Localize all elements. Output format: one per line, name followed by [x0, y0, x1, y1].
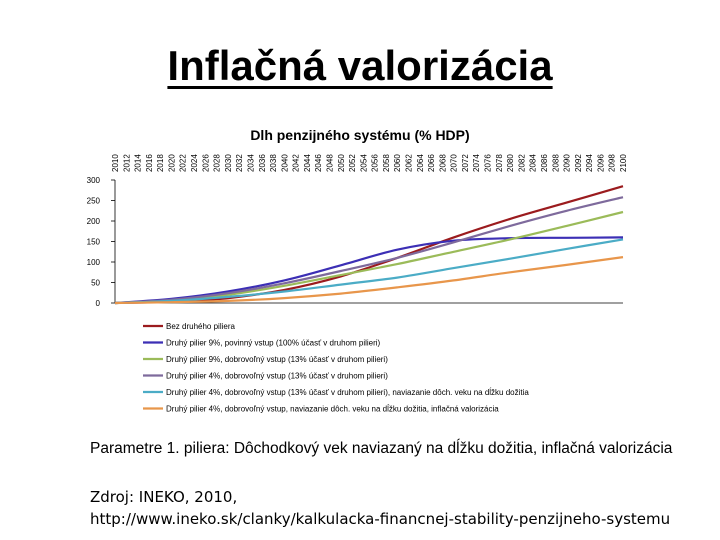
- x-tick-label: 2054: [359, 154, 368, 172]
- x-tick-label: 2080: [506, 154, 515, 172]
- series-line-1: [114, 185, 624, 305]
- x-tick-label: 2062: [405, 154, 414, 172]
- x-tick-label: 2066: [427, 154, 436, 172]
- x-tick-label: 2048: [325, 154, 334, 172]
- x-tick-label: 2064: [416, 154, 425, 172]
- x-tick-label: 2024: [190, 154, 199, 172]
- x-tick-label: 2022: [179, 154, 188, 172]
- x-tick-label: 2020: [167, 154, 176, 172]
- y-tick-label: 300: [87, 176, 101, 185]
- x-tick-label: 2042: [292, 154, 301, 172]
- x-tick-label: 2098: [608, 154, 617, 172]
- source-line: Zdroj: INEKO, 2010,: [90, 488, 238, 506]
- x-tick-label: 2038: [269, 154, 278, 172]
- x-tick-label: 2030: [224, 154, 233, 172]
- x-tick-label: 2010: [111, 154, 120, 172]
- x-tick-label: 2076: [484, 154, 493, 172]
- parameters-note: Parametre 1. piliera: Dôchodkový vek nav…: [90, 440, 673, 457]
- y-tick-label: 250: [87, 197, 101, 206]
- x-tick-label: 2084: [529, 154, 538, 172]
- series-line-2: [114, 236, 624, 305]
- y-tick-label: 100: [87, 258, 101, 267]
- x-tick-label: 2046: [314, 154, 323, 172]
- x-tick-label: 2016: [145, 154, 154, 172]
- slide-title: Inflačná valorizácia: [167, 42, 553, 89]
- x-tick-label: 2056: [371, 154, 380, 172]
- legend-label: Druhý pilier 9%, povinný vstup (100% úča…: [166, 339, 381, 348]
- x-tick-label: 2086: [540, 154, 549, 172]
- series-line-5: [114, 238, 624, 305]
- y-tick-label: 150: [87, 238, 101, 247]
- x-tick-label: 2040: [280, 154, 289, 172]
- legend-label: Bez druhého piliera: [166, 322, 235, 331]
- x-tick-label: 2072: [461, 154, 470, 172]
- y-tick-label: 200: [87, 217, 101, 226]
- x-tick-label: 2068: [438, 154, 447, 172]
- x-tick-label: 2060: [393, 154, 402, 172]
- y-tick-label: 0: [96, 299, 101, 308]
- x-tick-label: 2044: [303, 154, 312, 172]
- x-tick-label: 2090: [563, 154, 572, 172]
- source-note: Zdroj: INEKO, 2010, http://www.ineko.sk/…: [90, 486, 670, 530]
- x-tick-label: 2052: [348, 154, 357, 172]
- x-tick-label: 2034: [246, 154, 255, 172]
- x-tick-label: 2050: [337, 154, 346, 172]
- x-tick-label: 2088: [551, 154, 560, 172]
- source-url: http://www.ineko.sk/clanky/kalkulacka-fi…: [90, 510, 671, 528]
- x-tick-label: 2032: [235, 154, 244, 172]
- x-tick-label: 2012: [122, 154, 131, 172]
- x-tick-label: 2036: [258, 154, 267, 172]
- y-axis: 0 50 100 150 200 250 300: [87, 176, 623, 308]
- x-tick-label: 2082: [517, 154, 526, 172]
- legend-label: Druhý pilier 4%, dobrovoľný vstup (13% ú…: [166, 388, 529, 397]
- x-tick-label: 2070: [450, 154, 459, 172]
- x-tick-label: 2028: [213, 154, 222, 172]
- legend-label: Druhý pilier 4%, dobrovoľný vstup, navia…: [166, 405, 499, 414]
- series-line-6: [114, 256, 624, 305]
- x-tick-label: 2092: [574, 154, 583, 172]
- x-tick-label: 2096: [596, 154, 605, 172]
- y-tick-label: 50: [91, 279, 100, 288]
- x-tick-label: 2078: [495, 154, 504, 172]
- x-tick-label: 2014: [134, 154, 143, 172]
- x-tick-label: 2094: [585, 154, 594, 172]
- pension-debt-chart: Dlh penzijného systému (% HDP) 2010 2012 2…: [87, 127, 628, 414]
- legend: Bez druhého piliera Druhý pilier 9%, povi…: [143, 322, 529, 414]
- chart-title: Dlh penzijného systému (% HDP): [250, 127, 469, 143]
- series-lines: [114, 185, 624, 305]
- x-tick-label: 2058: [382, 154, 391, 172]
- x-tick-label: 2026: [201, 154, 210, 172]
- x-tick-label: 2018: [156, 154, 165, 172]
- x-tick-label: 2074: [472, 154, 481, 172]
- legend-label: Druhý pilier 4%, dobrovoľný vstup (13% ú…: [166, 372, 388, 381]
- legend-label: Druhý pilier 9%, dobrovoľný vstup (13% ú…: [166, 355, 388, 364]
- series-line-4: [114, 196, 624, 305]
- x-tick-label: 2100: [619, 154, 628, 172]
- x-axis-labels: 2010 2012 2014 2016 2018 2020 2022 2024 2026 2028…: [111, 154, 628, 172]
